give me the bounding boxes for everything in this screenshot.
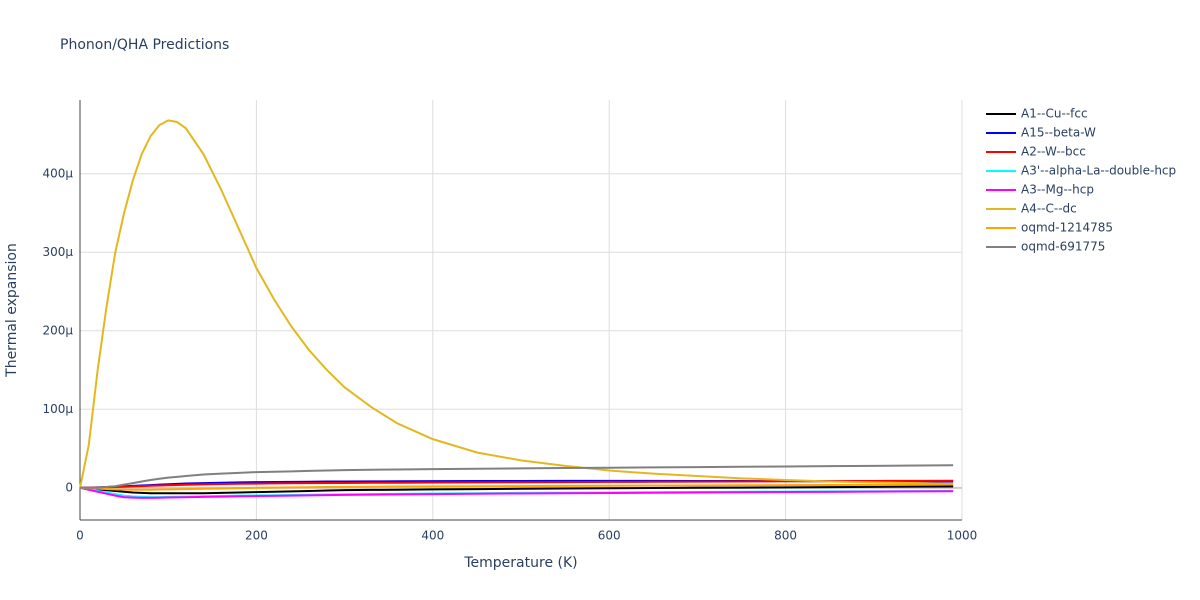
legend-label: oqmd-1214785	[1021, 221, 1113, 235]
series-line	[79, 485, 954, 495]
y-tick-label: 400µ	[42, 166, 73, 180]
legend-label: A3'--alpha-La--double-hcp	[1021, 164, 1176, 178]
x-tick-label: 0	[76, 529, 84, 543]
legend-label: oqmd-691775	[1021, 240, 1105, 254]
legend-label: A15--beta-W	[1021, 126, 1096, 140]
series-line	[79, 483, 954, 491]
x-axis-title: Temperature (K)	[463, 555, 577, 571]
x-tick-label: 800	[774, 529, 797, 543]
y-tick-label: 0	[65, 480, 73, 494]
x-tick-label: 1000	[947, 529, 978, 543]
x-tick-label: 600	[598, 529, 621, 543]
legend-label: A1--Cu--fcc	[1021, 107, 1088, 121]
y-tick-label: 200µ	[42, 323, 73, 337]
x-tick-label: 200	[245, 529, 268, 543]
legend-label: A3--Mg--hcp	[1021, 183, 1094, 197]
series-line	[79, 119, 954, 489]
y-tick-label: 300µ	[42, 245, 73, 259]
y-tick-label: 100µ	[42, 402, 73, 416]
legend-label: A4--C--dc	[1021, 202, 1077, 216]
series-line	[80, 464, 954, 489]
legend-label: A2--W--bcc	[1021, 145, 1086, 159]
series-line	[79, 479, 954, 489]
x-tick-label: 400	[421, 529, 444, 543]
series-line	[79, 486, 954, 499]
chart-title: Phonon/QHA Predictions	[60, 37, 229, 53]
y-axis-title: Thermal expansion	[4, 243, 20, 378]
